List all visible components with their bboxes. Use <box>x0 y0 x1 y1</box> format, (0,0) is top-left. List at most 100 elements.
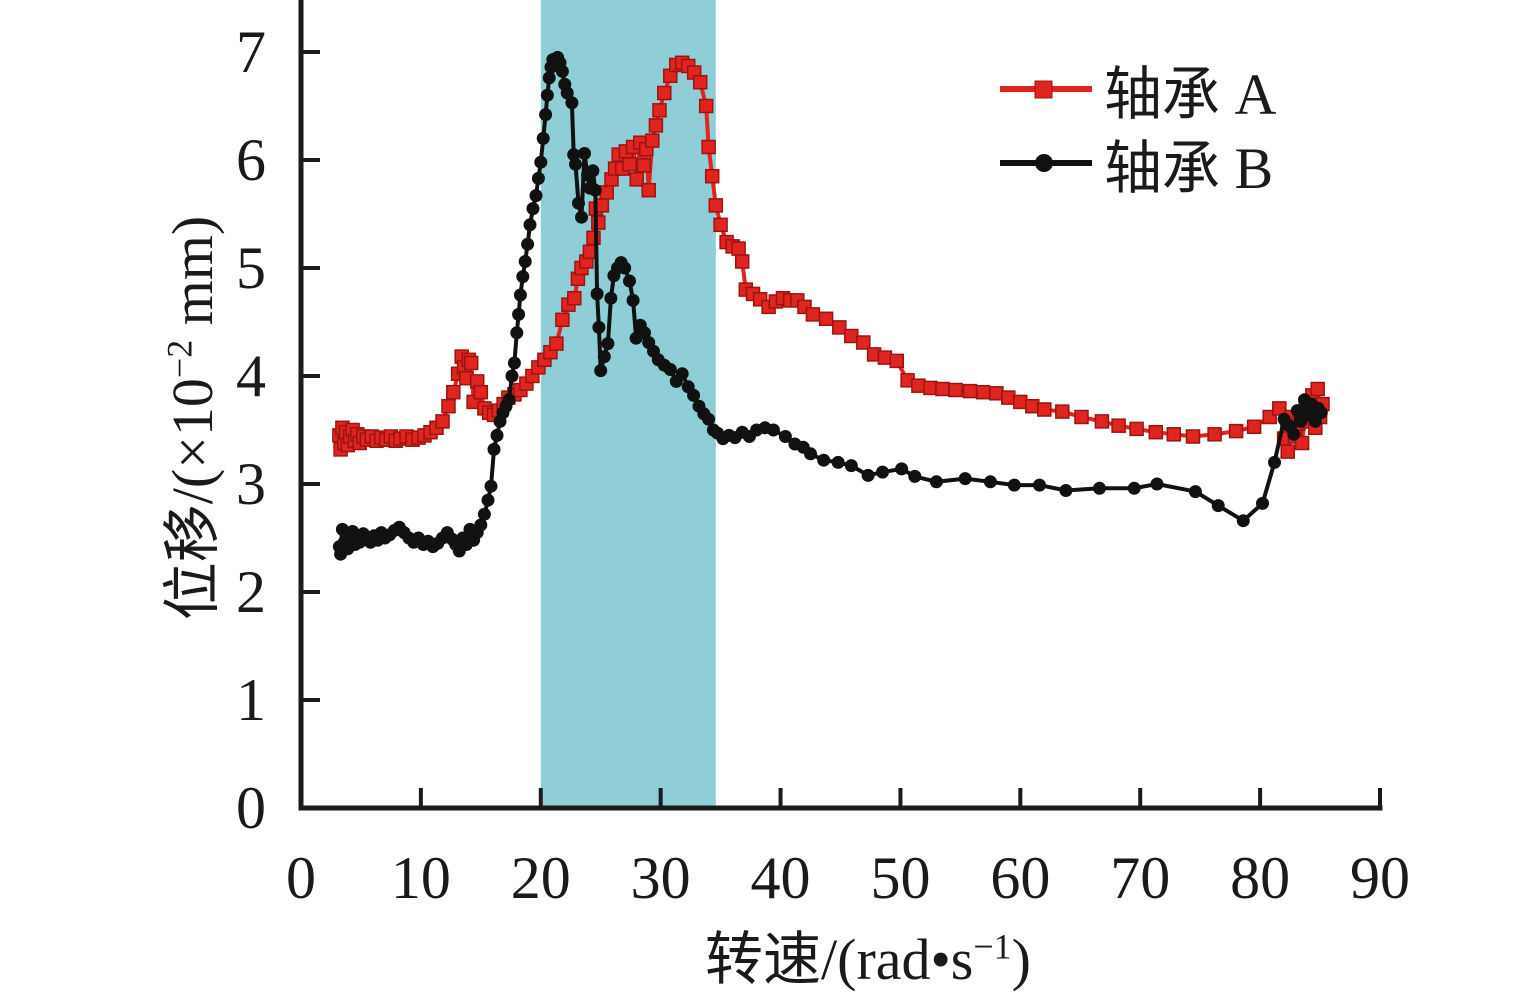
data-point-bearing-a <box>652 103 667 118</box>
data-point-bearing-b <box>844 459 858 473</box>
data-point-bearing-b <box>623 274 636 288</box>
data-point-bearing-b <box>569 157 582 171</box>
data-point-bearing-a <box>549 336 564 351</box>
data-point-bearing-b <box>575 210 588 224</box>
data-point-bearing-b <box>592 320 606 334</box>
data-point-bearing-b <box>958 472 972 486</box>
data-point-bearing-a <box>636 158 652 173</box>
data-point-bearing-b <box>1268 455 1281 469</box>
data-point-bearing-b <box>1059 484 1073 497</box>
data-point-bearing-a <box>889 353 905 369</box>
x-tick-label: 30 <box>631 845 691 911</box>
y-tick-label: 0 <box>236 775 266 841</box>
data-point-bearing-b <box>1236 514 1250 528</box>
x-axis-label-exponent: −1 <box>973 926 1012 967</box>
data-point-bearing-b <box>555 64 569 78</box>
data-point-bearing-a <box>645 133 660 148</box>
data-point-bearing-b <box>578 147 591 160</box>
data-point-bearing-a <box>473 384 489 400</box>
y-tick-label: 2 <box>236 559 266 625</box>
data-point-bearing-a <box>629 172 644 187</box>
data-point-bearing-b <box>487 442 501 456</box>
x-axis-label-text: 转速/(rad•s <box>705 927 974 992</box>
data-point-bearing-b <box>560 86 574 100</box>
data-point-bearing-a <box>948 382 963 398</box>
x-tick-label: 50 <box>870 845 930 911</box>
data-point-bearing-a <box>1094 414 1110 429</box>
y-tick-label: 7 <box>236 19 266 85</box>
data-point-bearing-b <box>540 88 554 102</box>
data-point-bearing-b <box>526 202 540 216</box>
x-tick-label: 0 <box>286 845 316 911</box>
data-point-bearing-b <box>663 363 677 376</box>
data-point-bearing-a <box>698 98 714 114</box>
data-point-bearing-b <box>861 468 875 482</box>
data-point-bearing-b <box>567 148 581 162</box>
data-point-bearing-a <box>704 168 720 184</box>
data-point-bearing-b <box>542 71 556 85</box>
y-axis-label-exponent: −2 <box>159 339 200 379</box>
data-point-bearing-b <box>588 183 602 197</box>
data-point-bearing-b <box>804 447 817 461</box>
data-point-bearing-b <box>908 469 922 483</box>
data-point-bearing-b <box>510 326 524 340</box>
data-point-bearing-b <box>895 462 909 476</box>
legend-item-bearing-a: 轴承 A <box>998 56 1276 127</box>
data-point-bearing-b <box>1188 485 1202 499</box>
data-point-bearing-a <box>657 85 672 101</box>
data-point-bearing-b <box>484 479 498 493</box>
data-point-bearing-b <box>586 164 600 178</box>
data-point-bearing-a <box>1166 427 1182 442</box>
y-tick-label: 6 <box>236 127 266 193</box>
data-point-bearing-a <box>1001 390 1016 405</box>
data-point-bearing-b <box>1007 478 1021 492</box>
data-point-bearing-b <box>983 475 997 489</box>
data-point-bearing-a <box>1280 444 1295 459</box>
data-point-bearing-b <box>766 423 780 437</box>
data-point-bearing-a <box>622 157 637 172</box>
y-axis-label: 位移/(×10−2 mm) <box>145 216 229 620</box>
data-point-bearing-b <box>513 288 527 302</box>
data-point-bearing-a <box>1148 424 1164 440</box>
data-point-bearing-b <box>512 307 526 321</box>
data-point-bearing-b <box>590 287 604 301</box>
data-point-bearing-b <box>1127 481 1141 495</box>
y-axis-label-text: 位移/(×10 <box>160 378 225 621</box>
data-point-bearing-a <box>989 386 1004 401</box>
data-point-bearing-a <box>1055 404 1070 419</box>
data-point-bearing-a <box>599 185 614 200</box>
data-point-bearing-b <box>521 237 535 251</box>
data-point-bearing-a <box>641 182 656 198</box>
data-point-bearing-a <box>1294 435 1310 451</box>
data-point-bearing-b <box>601 337 615 351</box>
data-point-bearing-b <box>534 155 548 169</box>
data-point-bearing-b <box>490 428 504 442</box>
data-point-bearing-a <box>962 383 978 399</box>
data-point-bearing-b <box>481 493 495 507</box>
data-point-bearing-a <box>1310 381 1325 397</box>
data-point-bearing-b <box>817 453 831 467</box>
data-point-bearing-a <box>975 384 991 400</box>
data-point-bearing-a <box>1129 421 1144 437</box>
y-tick-label: 4 <box>236 343 266 409</box>
data-point-bearing-b <box>536 131 550 145</box>
data-point-bearing-a <box>1228 423 1244 439</box>
legend-label-bearing-a: 轴承 A <box>1104 62 1277 127</box>
data-point-bearing-b <box>474 518 488 532</box>
x-tick-label: 70 <box>1110 845 1170 911</box>
data-point-bearing-b <box>702 412 716 426</box>
data-point-bearing-b <box>876 465 889 479</box>
legend-square-icon <box>1034 80 1053 99</box>
data-point-bearing-a <box>555 312 570 328</box>
data-point-bearing-a <box>731 241 746 256</box>
data-point-bearing-a <box>832 320 847 335</box>
data-point-bearing-a <box>844 328 859 344</box>
data-point-bearing-a <box>463 355 479 371</box>
data-point-bearing-a <box>648 118 664 133</box>
data-point-bearing-b <box>1314 406 1328 420</box>
legend-circle-icon <box>1035 154 1053 172</box>
x-axis-label: 转速/(rad•s−1) <box>705 912 1031 996</box>
data-point-bearing-a <box>435 414 450 429</box>
data-point-bearing-b <box>539 108 553 122</box>
